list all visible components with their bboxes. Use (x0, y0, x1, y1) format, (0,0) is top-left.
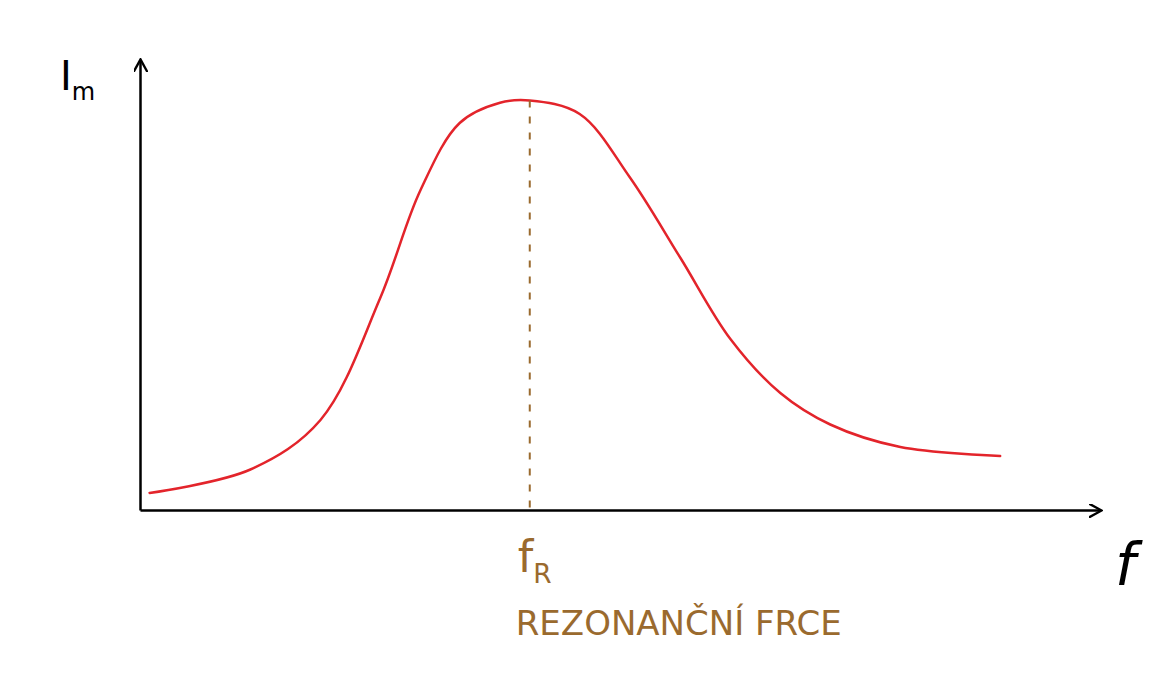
y-axis-line (139, 61, 142, 511)
annotation: fR (518, 531, 552, 589)
y-axis (140, 61, 141, 511)
curve (150, 100, 1001, 493)
x-axis-line (141, 509, 1101, 512)
x-axis (141, 510, 1101, 511)
x-axis-title: f (1115, 531, 1143, 599)
plot-area (150, 100, 1001, 510)
y-axis-title: Im (60, 53, 95, 106)
resonance-marker (529, 101, 531, 511)
annotation: REZONANČNÍ FRCE (516, 603, 842, 643)
chart: fR REZONANČNÍ FRCE Im f (0, 0, 1175, 675)
